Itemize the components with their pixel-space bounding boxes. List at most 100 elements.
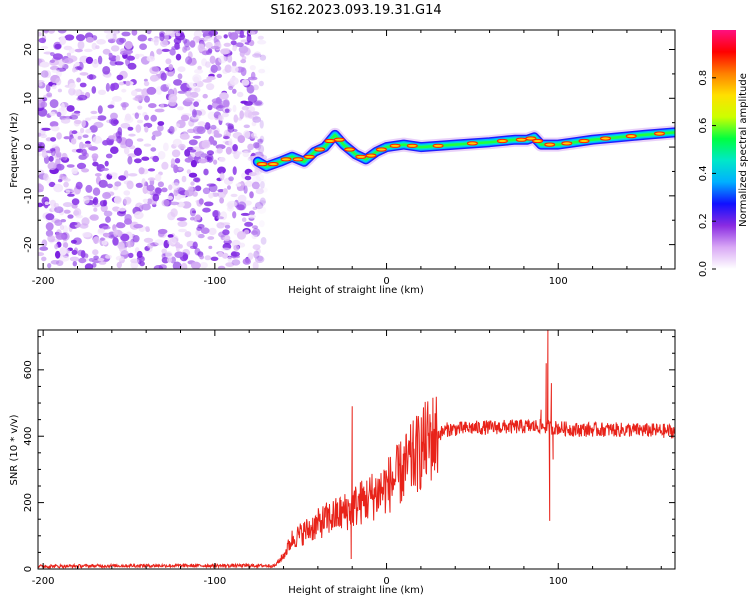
noise-blob — [47, 162, 57, 170]
noise-blob — [137, 34, 148, 42]
noise-blob — [126, 180, 134, 190]
noise-blob — [62, 202, 73, 208]
noise-blob — [141, 178, 146, 187]
noise-blob — [106, 183, 113, 189]
noise-blob — [154, 239, 164, 246]
spectrogram-x-label: Height of straight line (km) — [288, 285, 424, 296]
noise-blob — [193, 101, 200, 107]
colorbar-ticks: 0.0 0.2 0.4 0.6 0.8 — [698, 70, 716, 277]
x-tick-label: -200 — [32, 276, 55, 287]
noise-blob — [38, 82, 43, 87]
noise-blob — [171, 45, 181, 51]
noise-blob — [38, 252, 45, 257]
noise-blob — [169, 48, 176, 56]
noise-blob — [71, 198, 80, 206]
noise-blob — [217, 189, 225, 193]
noise-blob — [257, 138, 264, 143]
snr-x-label: Height of straight line (km) — [288, 585, 424, 596]
noise-blob — [252, 53, 262, 58]
noise-blob — [77, 135, 82, 140]
noise-blob — [111, 95, 122, 102]
colorbar-gradient — [712, 30, 736, 269]
noise-blob — [202, 187, 211, 195]
noise-blob — [98, 89, 106, 96]
noise-blob — [64, 34, 75, 41]
snr-frame — [37, 329, 676, 570]
noise-blob — [150, 147, 157, 152]
noise-blob — [258, 68, 266, 74]
noise-blob — [218, 55, 227, 64]
noise-blob — [68, 47, 75, 54]
noise-blob — [59, 246, 67, 256]
noise-blob — [259, 135, 265, 143]
noise-blob — [252, 84, 259, 91]
noise-blob — [226, 205, 234, 212]
noise-blob — [125, 138, 134, 148]
noise-blob — [105, 216, 111, 223]
ridge-peak — [466, 141, 478, 146]
noise-blob — [167, 195, 173, 200]
noise-blob — [68, 87, 76, 96]
noise-blob — [233, 114, 239, 123]
noise-blob — [251, 121, 257, 127]
noise-blob — [143, 122, 153, 129]
noise-blob — [173, 188, 179, 197]
noise-blob — [139, 261, 145, 267]
noise-blob — [45, 84, 51, 93]
noise-blob — [71, 189, 81, 195]
noise-blob — [184, 189, 194, 197]
noise-blob — [254, 51, 261, 57]
x-tick-label: -100 — [203, 576, 226, 587]
spectrogram-x-axis: -200 -100 0 100 — [32, 30, 662, 287]
noise-blob — [155, 173, 162, 182]
snr-y-label: SNR (10 * v/v) — [9, 414, 20, 485]
noise-blob — [119, 50, 128, 56]
noise-blob — [101, 240, 108, 246]
noise-blob — [51, 69, 60, 73]
noise-blob — [210, 64, 218, 74]
noise-blob — [153, 38, 159, 46]
noise-blob — [246, 84, 255, 94]
y-tick-label: 200 — [23, 493, 34, 512]
ridge-peak — [324, 138, 336, 144]
noise-blob — [80, 127, 85, 134]
noise-blob — [79, 223, 89, 229]
ridge-peak — [578, 138, 590, 144]
noise-blob — [39, 61, 50, 68]
noise-blob — [203, 168, 209, 176]
noise-blob — [126, 55, 135, 61]
noise-blob — [77, 94, 88, 101]
noise-blob — [82, 143, 87, 149]
noise-blob — [202, 93, 208, 99]
noise-blob — [198, 198, 204, 205]
noise-blob — [242, 150, 250, 158]
noise-blob — [233, 244, 240, 251]
noise-blob — [247, 76, 258, 81]
noise-blob — [247, 252, 254, 260]
noise-blob — [77, 40, 85, 50]
noise-blob — [85, 36, 94, 43]
noise-blob — [168, 125, 175, 135]
noise-blob — [131, 90, 138, 97]
noise-blob — [167, 237, 177, 246]
noise-blob — [156, 48, 163, 55]
noise-blob — [219, 197, 225, 204]
noise-blob — [92, 161, 99, 167]
colorbar: 0.0 0.2 0.4 0.6 0.8 Normalized spectral ampl… — [698, 30, 749, 277]
noise-blob — [107, 104, 115, 109]
noise-blob — [258, 80, 264, 87]
noise-blob — [157, 124, 164, 132]
ridge-peak — [389, 143, 401, 148]
noise-blob — [55, 77, 62, 86]
noise-blob — [136, 138, 144, 142]
noise-blob — [141, 203, 151, 211]
ridge-peak — [525, 136, 537, 141]
noise-blob — [258, 200, 266, 204]
noise-blob — [220, 222, 231, 226]
noise-blob — [146, 184, 155, 192]
noise-blob — [227, 125, 235, 133]
noise-blob — [189, 207, 196, 217]
noise-blob — [197, 224, 205, 229]
noise-blob — [148, 103, 157, 109]
x-tick-label: 100 — [549, 276, 568, 287]
